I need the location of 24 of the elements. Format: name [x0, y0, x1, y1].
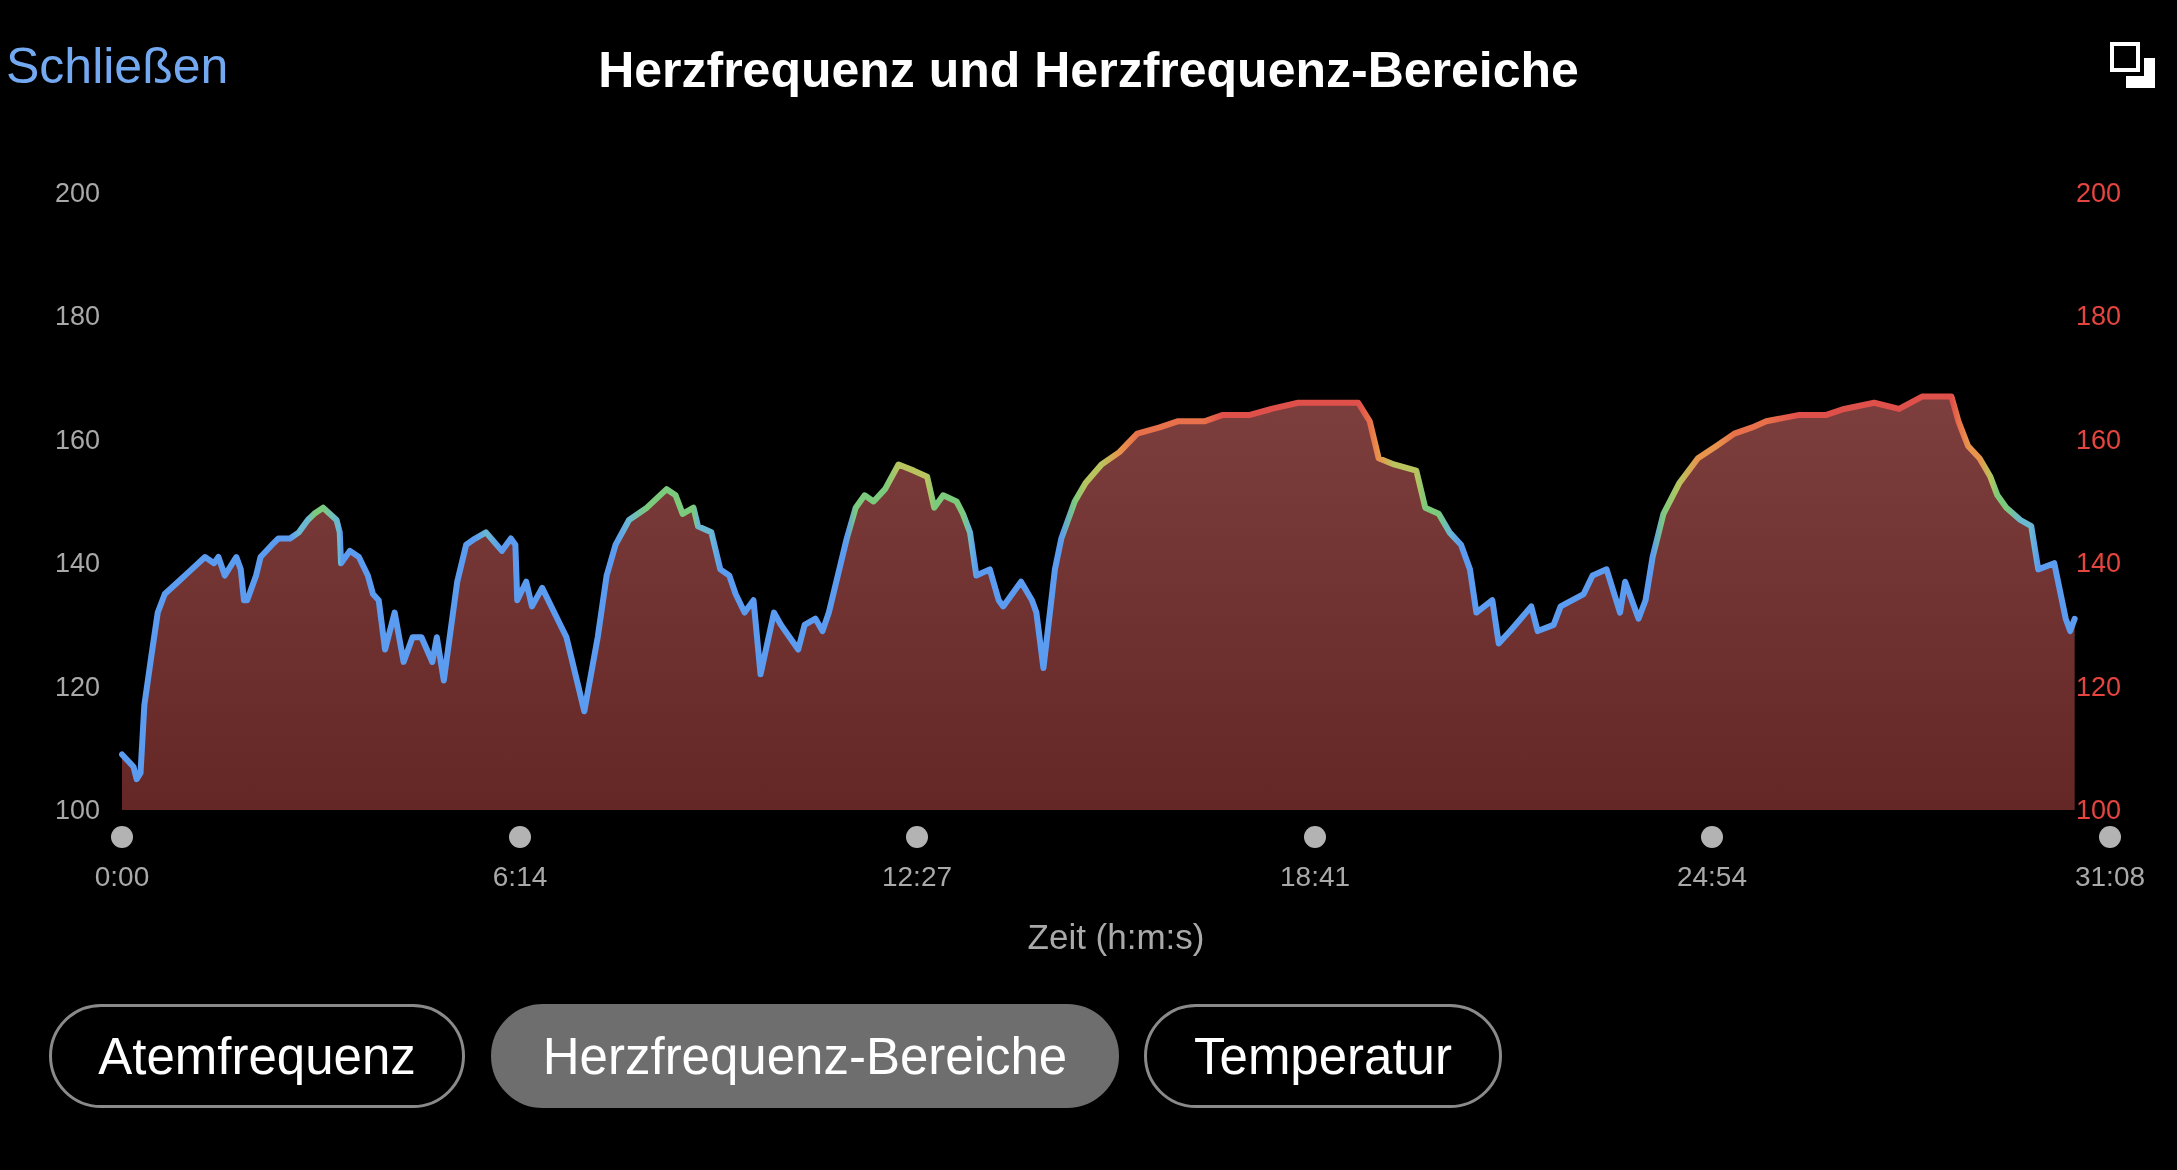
y2-tick-label: 200 — [2076, 178, 2122, 208]
y2-tick-label: 140 — [2076, 548, 2122, 579]
y-tick-label: 160 — [54, 424, 100, 455]
y2-tick-label: 100 — [2076, 795, 2122, 825]
y2-tick-label: 120 — [2076, 671, 2122, 702]
text: Schließen — [6, 37, 229, 96]
x-tick-label: 12:27 — [881, 860, 953, 892]
tab-button: Atemfrequenz — [49, 1004, 465, 1108]
x-tick-label: 6:14 — [492, 860, 548, 892]
y-tick-label: 120 — [54, 671, 100, 702]
tab-button: Herzfrequenz-Bereiche — [491, 1004, 1119, 1108]
x-tick-label: 24:54 — [1676, 860, 1748, 892]
y-tick-label: 200 — [54, 178, 100, 208]
x-tick-label: 31:08 — [2074, 860, 2146, 892]
y-tick-label: 100 — [54, 795, 100, 825]
x-tick-label: 18:41 — [1279, 860, 1351, 892]
y-tick-label: 140 — [54, 548, 100, 579]
tab-button: Temperatur — [1144, 1004, 1502, 1108]
y2-tick-label: 180 — [2076, 301, 2122, 332]
x-axis-title: Zeit (h:m:s) — [1027, 917, 1205, 956]
chart-title: Herzfrequenz und Herzfrequenz-Bereiche — [598, 42, 1579, 98]
y-tick-label: 180 — [54, 301, 100, 332]
y2-tick-label: 160 — [2076, 424, 2122, 455]
x-tick-label: 0:00 — [94, 860, 150, 892]
